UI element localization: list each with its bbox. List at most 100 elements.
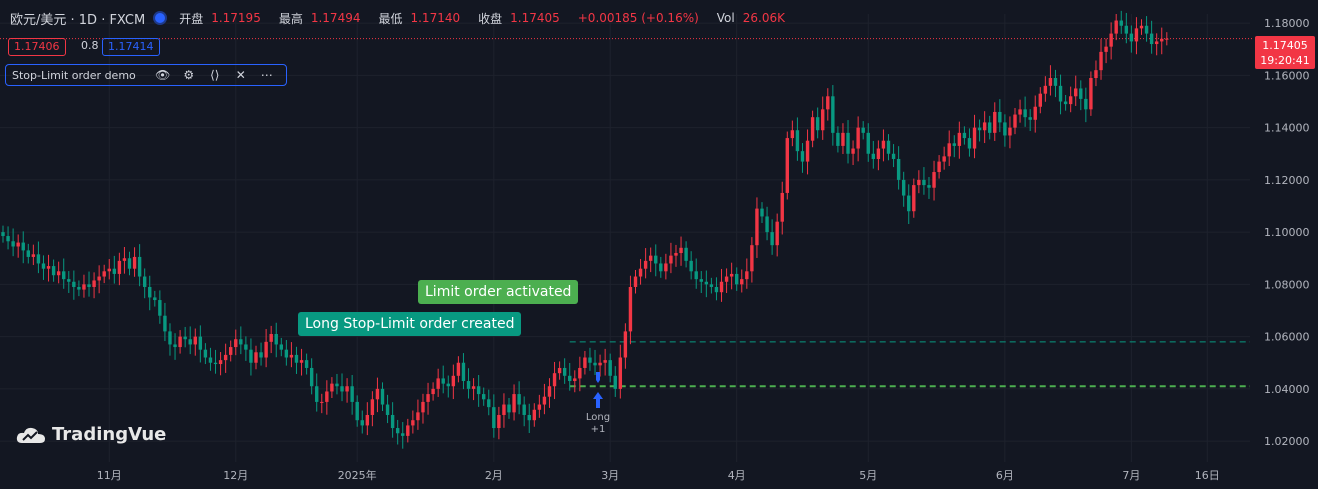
candle-body: [107, 268, 111, 272]
candle-body: [881, 140, 886, 149]
candle-body: [137, 256, 142, 277]
candle-body: [1058, 85, 1063, 102]
candle-body: [871, 153, 876, 159]
candle-body: [62, 271, 66, 280]
candle-body: [1089, 78, 1093, 110]
watermark-text: TradingVue: [52, 424, 167, 445]
candle-body: [249, 349, 253, 363]
candle-body: [208, 357, 213, 363]
candle-body: [977, 127, 982, 131]
candle-body: [1038, 93, 1042, 107]
candle-body: [527, 414, 531, 421]
candle-body: [51, 266, 56, 276]
bar-countdown: 19:20:41: [1260, 54, 1310, 67]
candle-body: [1124, 25, 1129, 34]
candle-body: [1003, 122, 1007, 136]
eye-icon[interactable]: 👁: [155, 68, 171, 82]
candle-body: [1053, 78, 1058, 86]
candle-body: [229, 347, 233, 355]
candle-body: [56, 271, 61, 276]
candle-body: [193, 336, 197, 345]
candle-body: [1119, 20, 1123, 26]
candle-body: [11, 241, 15, 247]
candle-body: [962, 132, 967, 139]
candle-body: [876, 148, 881, 159]
candle-body: [1129, 33, 1134, 42]
candle-body: [31, 254, 36, 257]
candle-body: [158, 300, 162, 316]
candle-body: [254, 352, 258, 363]
candle-body: [395, 428, 400, 434]
settings-icon[interactable]: ⚙: [183, 68, 195, 82]
candle-body: [471, 386, 476, 389]
source-code-icon[interactable]: ⟨⟩: [210, 68, 220, 82]
market-status-icon: [155, 13, 166, 23]
candle-body: [917, 179, 921, 186]
buy-price-button[interactable]: 1.17414: [102, 38, 160, 56]
candle-body: [102, 271, 106, 277]
candle-body: [127, 258, 132, 269]
candle-body: [679, 247, 683, 254]
candle-body: [335, 383, 339, 387]
indicator-legend[interactable]: Stop-Limit order demo 👁 ⚙ ⟨⟩ ✕ ⋯: [5, 64, 287, 86]
x-tick-label: 4月: [728, 469, 746, 482]
candle-body: [315, 386, 319, 402]
candle-body: [36, 254, 41, 264]
candle-body: [330, 383, 334, 392]
candle-body: [937, 161, 941, 173]
candle-body: [623, 331, 628, 358]
high-value: 1.17494: [310, 11, 361, 25]
candle-body: [588, 357, 592, 363]
close-label: 收盘: [478, 11, 503, 26]
candle-body: [972, 127, 977, 149]
candle-body: [365, 414, 370, 426]
close-icon[interactable]: ✕: [235, 68, 246, 82]
time-axis: 11月 12月 2025年 2月 3月 4月 5月 6月 7月 16日: [97, 468, 1220, 482]
candle-body: [117, 260, 122, 274]
candle-body: [355, 401, 359, 421]
symbol-title[interactable]: 欧元/美元 · 1D · FXCM: [10, 12, 146, 28]
candle-body: [704, 281, 709, 285]
candle-body: [886, 140, 891, 154]
candle-body: [633, 276, 638, 287]
indicator-name[interactable]: Stop-Limit order demo: [12, 68, 136, 82]
more-icon[interactable]: ⋯: [260, 68, 273, 82]
candle-body: [517, 394, 521, 405]
sell-price-button[interactable]: 1.17406: [8, 38, 66, 56]
candle-body: [259, 352, 263, 358]
low-value: 1.17140: [410, 11, 461, 25]
close-value: 1.17405: [510, 11, 560, 25]
candle-body: [618, 357, 623, 389]
candle-body: [97, 276, 101, 281]
candle-body: [846, 132, 850, 154]
candle-body: [684, 247, 688, 261]
stop-limit-created-label: Long Stop-Limit order created: [298, 312, 522, 336]
price-axis: 1.02000 1.04000 1.06000 1.08000 1.10000 1.120…: [1264, 17, 1310, 448]
candle-body: [1048, 78, 1053, 86]
candle-body: [309, 367, 314, 387]
vol-label: Vol: [716, 11, 735, 25]
candle-body: [770, 232, 774, 246]
candle-body: [643, 260, 648, 269]
candle-body: [896, 158, 901, 180]
candle-body: [451, 375, 456, 387]
x-tick-label: 2月: [485, 469, 503, 482]
ohlc-legend: 欧元/美元 · 1D · FXCM 开盘 1.17195 最高 1.17494 …: [10, 8, 795, 28]
candle-body: [1043, 85, 1048, 94]
candle-body: [861, 127, 865, 133]
candle-body: [578, 367, 582, 379]
candle-body: [436, 378, 440, 389]
candle-body: [82, 284, 86, 290]
vol-value: 26.06K: [742, 11, 785, 25]
candle-body: [163, 315, 167, 332]
candle-body: [927, 185, 931, 188]
candle-body: [411, 420, 415, 426]
candle-body: [547, 386, 552, 397]
candle-body: [173, 344, 177, 348]
candle-body: [735, 273, 739, 285]
candle-body: [375, 388, 380, 400]
candle-body: [699, 279, 703, 282]
candle-body: [476, 386, 481, 395]
candle-body: [907, 195, 911, 212]
